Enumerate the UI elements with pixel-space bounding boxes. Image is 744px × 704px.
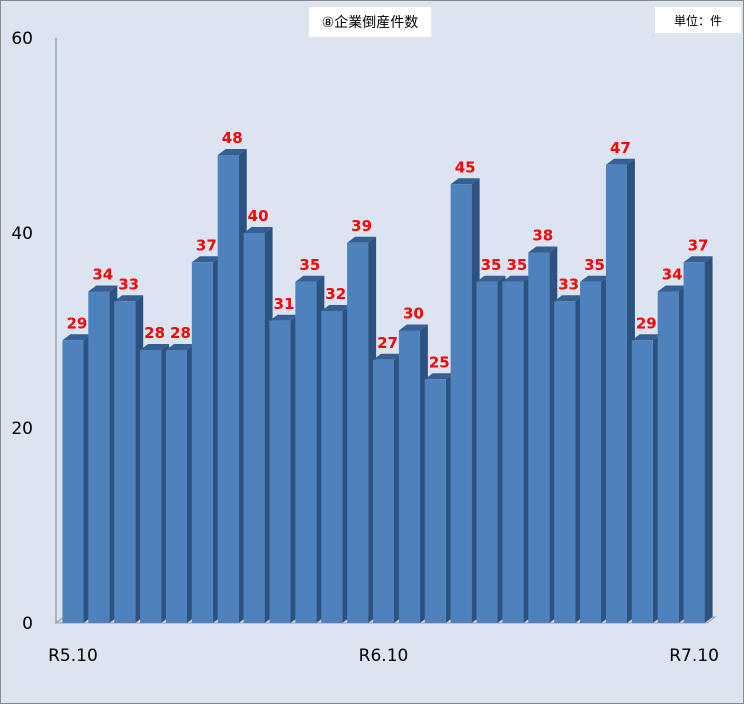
data-label: 28 xyxy=(170,324,191,342)
bar-top xyxy=(476,275,506,282)
bar xyxy=(554,301,576,623)
bar xyxy=(398,330,420,623)
bar-top xyxy=(140,344,170,350)
bar xyxy=(424,379,446,623)
data-label: 27 xyxy=(377,334,398,352)
bar-top xyxy=(347,236,377,243)
bar xyxy=(528,252,550,623)
bar xyxy=(347,242,369,623)
bar-top xyxy=(502,275,532,282)
bar xyxy=(605,164,627,623)
data-label: 37 xyxy=(688,236,709,254)
bar-top xyxy=(424,373,454,380)
chart-title: ⑧企業倒産件数 xyxy=(309,7,431,37)
bar-top xyxy=(605,158,635,165)
bar xyxy=(373,359,394,623)
data-label: 48 xyxy=(222,129,243,147)
bar xyxy=(450,184,472,623)
bar xyxy=(631,340,653,623)
bar-top xyxy=(450,178,480,185)
data-label: 28 xyxy=(144,324,165,342)
data-label: 29 xyxy=(636,314,657,332)
bar-top xyxy=(683,256,713,263)
data-label: 31 xyxy=(274,295,295,313)
bar-top xyxy=(243,227,273,233)
bar xyxy=(657,291,679,623)
y-tick-label: 60 xyxy=(11,29,33,49)
data-label: 34 xyxy=(662,266,683,284)
bar xyxy=(243,233,265,623)
data-label: 34 xyxy=(92,266,113,284)
bar-top xyxy=(528,246,558,253)
bar xyxy=(580,281,602,623)
bar xyxy=(217,155,239,623)
bar-top xyxy=(295,275,325,282)
data-label: 45 xyxy=(455,158,476,176)
bar xyxy=(321,311,343,623)
bar xyxy=(269,320,291,623)
bar-top xyxy=(321,305,351,311)
bar xyxy=(165,350,187,623)
data-label: 47 xyxy=(610,139,631,157)
data-label: 39 xyxy=(351,217,372,235)
bar-top xyxy=(114,295,144,302)
data-label: 30 xyxy=(403,305,424,323)
bar xyxy=(683,262,705,623)
bar xyxy=(114,301,136,623)
data-label: 29 xyxy=(67,314,88,332)
bar-top xyxy=(217,149,247,155)
bar-top xyxy=(580,275,610,282)
x-tick-label: R7.10 xyxy=(669,646,719,666)
unit-label: 単位：件 xyxy=(655,7,741,33)
data-label: 35 xyxy=(584,256,605,274)
y-tick-label: 0 xyxy=(22,614,33,634)
bar-top xyxy=(373,353,402,360)
bar xyxy=(295,281,317,623)
bar-top xyxy=(88,285,118,292)
bar-top xyxy=(657,285,687,292)
bar xyxy=(476,281,498,623)
data-label: 35 xyxy=(481,256,502,274)
bar-top xyxy=(191,256,221,263)
x-tick-label: R5.10 xyxy=(48,646,98,666)
data-label: 35 xyxy=(299,256,320,274)
bar xyxy=(191,262,213,623)
data-label: 40 xyxy=(248,207,269,225)
data-label: 33 xyxy=(558,275,579,293)
data-label: 38 xyxy=(532,227,553,245)
bar-top xyxy=(398,324,428,331)
x-tick-label: R6.10 xyxy=(359,646,409,666)
data-label: 33 xyxy=(118,275,139,293)
bar-top xyxy=(631,334,661,341)
data-label: 35 xyxy=(506,256,527,274)
data-label: 37 xyxy=(196,236,217,254)
bar xyxy=(140,350,162,623)
bar-top xyxy=(62,334,92,341)
y-tick-label: 40 xyxy=(11,224,33,244)
bar-side xyxy=(704,256,713,623)
bar-top xyxy=(269,314,299,321)
bar xyxy=(62,340,84,623)
data-label: 25 xyxy=(429,353,450,371)
data-label: 32 xyxy=(325,285,346,303)
y-tick-label: 20 xyxy=(11,419,33,439)
bar-top xyxy=(165,344,195,350)
bar xyxy=(502,281,524,623)
bar-top xyxy=(554,295,584,302)
bar xyxy=(88,291,110,623)
